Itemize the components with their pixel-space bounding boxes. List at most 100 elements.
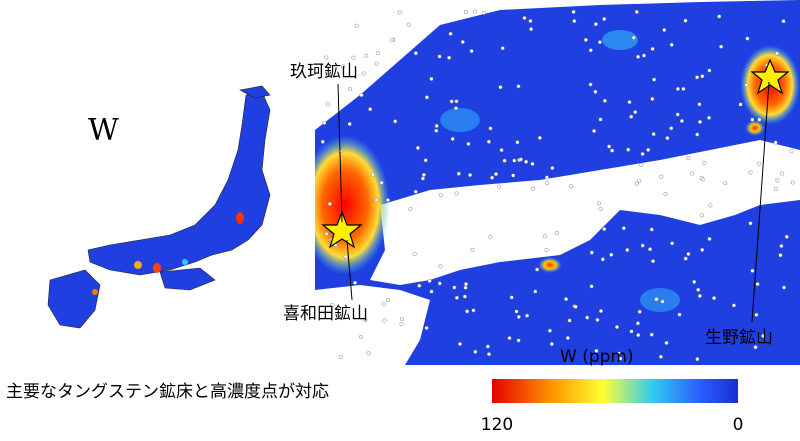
sample-point xyxy=(588,82,593,87)
sample-point xyxy=(518,157,523,162)
sample-point xyxy=(650,46,655,51)
sample-point xyxy=(663,191,668,196)
sample-point xyxy=(719,44,724,49)
sample-point xyxy=(755,282,760,287)
sample-point xyxy=(789,149,794,154)
sample-point xyxy=(458,342,463,347)
sample-point xyxy=(696,287,701,292)
sample-point xyxy=(625,247,630,252)
sample-point xyxy=(748,170,753,175)
sample-point xyxy=(379,180,384,185)
sample-point xyxy=(637,309,642,314)
sample-point xyxy=(397,10,402,15)
sample-point xyxy=(485,344,490,349)
sample-point xyxy=(627,100,632,105)
sample-point xyxy=(468,172,473,177)
sample-point xyxy=(629,329,634,334)
sample-point xyxy=(464,282,469,287)
sample-point xyxy=(712,296,717,301)
sample-point xyxy=(683,256,688,261)
sample-point xyxy=(717,14,722,19)
sample-point xyxy=(490,175,495,180)
sample-point xyxy=(650,96,655,101)
sample-point xyxy=(571,9,576,14)
sample-point xyxy=(596,201,601,206)
sample-point xyxy=(368,107,373,112)
sample-point xyxy=(636,333,641,338)
sample-point xyxy=(406,22,411,27)
sample-point xyxy=(370,172,375,177)
sample-point xyxy=(634,9,639,14)
sample-point xyxy=(757,161,762,166)
sample-point xyxy=(438,192,443,197)
sample-point xyxy=(466,141,471,146)
sample-point xyxy=(537,135,542,140)
sample-point xyxy=(573,304,578,309)
sample-point xyxy=(621,226,626,231)
sample-point xyxy=(775,51,780,56)
sample-point xyxy=(502,158,507,163)
sample-point xyxy=(675,112,680,117)
sample-point xyxy=(361,71,366,76)
sample-point xyxy=(447,55,452,60)
sample-point xyxy=(660,299,665,304)
sample-point xyxy=(748,221,753,226)
sample-point xyxy=(753,345,758,350)
sample-point xyxy=(463,285,468,290)
sample-point xyxy=(324,231,329,236)
sample-point xyxy=(640,151,645,156)
sample-point xyxy=(429,289,434,294)
sample-point xyxy=(651,132,656,137)
sample-point xyxy=(359,335,364,340)
sample-point xyxy=(686,156,691,161)
sample-point xyxy=(593,89,598,94)
sample-point xyxy=(507,336,512,341)
sample-point xyxy=(707,68,712,73)
japan-map xyxy=(47,85,271,329)
sample-point xyxy=(779,243,784,248)
sample-point xyxy=(429,76,434,81)
sample-point xyxy=(778,253,783,258)
sample-point xyxy=(460,40,465,45)
sample-point xyxy=(528,19,533,24)
sample-point xyxy=(738,102,743,107)
sample-point xyxy=(646,147,651,152)
sample-point xyxy=(363,318,368,323)
sample-point xyxy=(589,250,594,255)
sample-point xyxy=(692,279,697,284)
sample-point xyxy=(636,54,641,59)
sample-point xyxy=(702,160,707,165)
sample-point xyxy=(610,148,615,153)
sample-point xyxy=(588,48,593,53)
sample-point xyxy=(437,281,442,286)
sample-point xyxy=(417,283,422,288)
sample-point xyxy=(374,198,379,203)
sample-point xyxy=(434,123,439,128)
sample-point xyxy=(434,128,439,133)
sample-point xyxy=(618,356,623,361)
mine-star xyxy=(750,58,790,95)
sample-point xyxy=(598,117,603,122)
sample-point xyxy=(617,351,622,356)
sample-point xyxy=(677,312,682,317)
sample-point xyxy=(697,294,702,299)
sample-point xyxy=(415,145,420,150)
sample-point xyxy=(782,285,787,290)
sample-point xyxy=(572,19,577,24)
sample-point xyxy=(664,340,669,345)
sample-point xyxy=(381,302,386,307)
map-label: W xyxy=(88,113,119,148)
sample-point xyxy=(648,247,653,252)
sample-point xyxy=(745,36,750,41)
sample-point xyxy=(509,295,514,300)
sample-point xyxy=(454,106,459,111)
sample-point xyxy=(330,303,335,308)
sample-point xyxy=(683,18,688,23)
sample-point xyxy=(472,9,477,14)
mine-label: 生野鉱山 xyxy=(705,328,773,348)
sample-point xyxy=(424,326,429,331)
sample-point xyxy=(547,328,552,333)
sample-point xyxy=(473,349,478,354)
sample-point xyxy=(550,165,555,170)
sample-point xyxy=(516,84,521,89)
